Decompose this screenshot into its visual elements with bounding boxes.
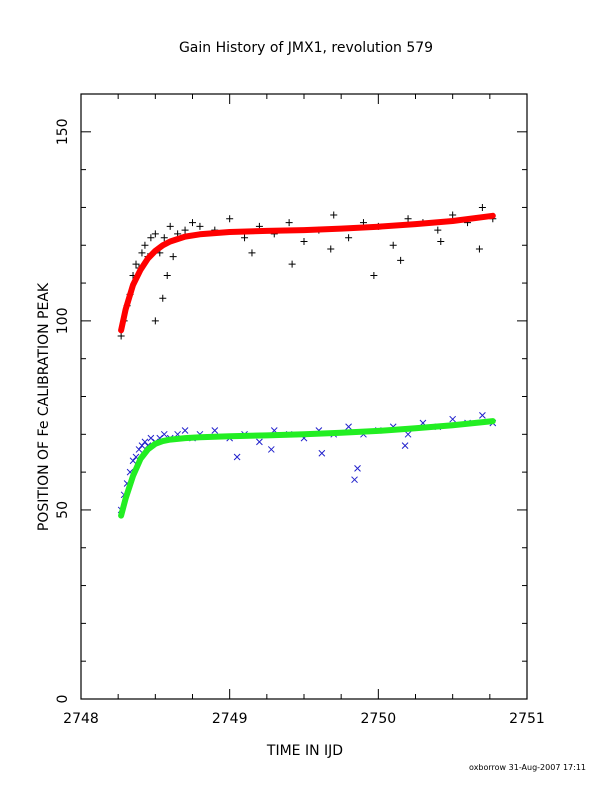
cross-point [211, 427, 219, 434]
chart-title: Gain History of JMX1, revolution 579 [179, 40, 433, 56]
cross-point [404, 430, 412, 438]
plus-point [226, 215, 234, 223]
plus-point [141, 241, 149, 249]
cross-point [354, 464, 361, 472]
cross-point [351, 476, 358, 484]
plus-point [449, 211, 457, 219]
cross-point [479, 412, 486, 419]
plus-point [159, 294, 167, 302]
x-tick-labels: 2748 2749 2750 2751 [63, 711, 545, 727]
plus-point [241, 234, 249, 242]
cross-point [160, 430, 168, 438]
plus-point [181, 226, 189, 234]
plus-point [147, 234, 155, 242]
plus-point [404, 215, 412, 223]
y-axis-label: POSITION OF Fe CALIBRATION PEAK [36, 282, 52, 531]
plus-point [248, 249, 256, 257]
cross-point [141, 438, 149, 446]
y-tick-labels: 0 50 100 150 [55, 118, 71, 703]
x-axis-label: TIME IN IJD [266, 743, 343, 759]
cross-point [401, 442, 409, 450]
plus-point [478, 203, 486, 211]
plus-point [169, 253, 177, 261]
cross-point [449, 415, 457, 423]
plus-point [151, 230, 159, 238]
plus-point [437, 237, 445, 245]
plus-point [196, 222, 204, 230]
plus-point [138, 249, 146, 257]
x-tick-label: 2749 [212, 711, 248, 727]
plus-point [327, 245, 335, 253]
cross-point [256, 438, 263, 446]
cross-point [233, 453, 241, 461]
plus-point [189, 219, 196, 227]
plus-point [160, 234, 168, 242]
plot-frame [80, 93, 528, 700]
plus-point [151, 317, 159, 325]
cross-point [318, 449, 326, 457]
plus-point [117, 332, 125, 340]
plus-point [475, 245, 483, 253]
x-tick-label: 2751 [509, 711, 545, 727]
plus-point [389, 241, 397, 249]
y-tick-label: 0 [55, 695, 71, 704]
plus-point [132, 260, 140, 268]
cross-point [181, 427, 189, 434]
data-marks [117, 203, 497, 519]
cross-point [129, 457, 137, 465]
plus-point [166, 222, 174, 230]
tick-marks [80, 93, 528, 700]
cross-point [138, 442, 146, 450]
fit-curve [118, 418, 496, 519]
plus-point [285, 219, 293, 227]
x-tick-label: 2748 [63, 711, 99, 727]
plus-point [345, 234, 353, 242]
cross-point [135, 446, 143, 453]
y-tick-label: 50 [55, 501, 71, 519]
plus-point [288, 260, 296, 268]
cross-point [345, 423, 352, 431]
plus-point [397, 256, 405, 264]
fit-curve [118, 212, 496, 334]
y-tick-label: 100 [55, 308, 71, 335]
plus-point [330, 211, 338, 219]
plus-point [370, 272, 378, 279]
x-tick-label: 2750 [361, 711, 397, 727]
y-tick-label: 150 [55, 118, 71, 145]
plus-point [434, 226, 442, 234]
footer-credit: oxborrow 31-Aug-2007 17:11 [469, 763, 586, 772]
plus-point [300, 237, 308, 245]
plus-point [163, 272, 171, 279]
cross-point [267, 446, 275, 453]
